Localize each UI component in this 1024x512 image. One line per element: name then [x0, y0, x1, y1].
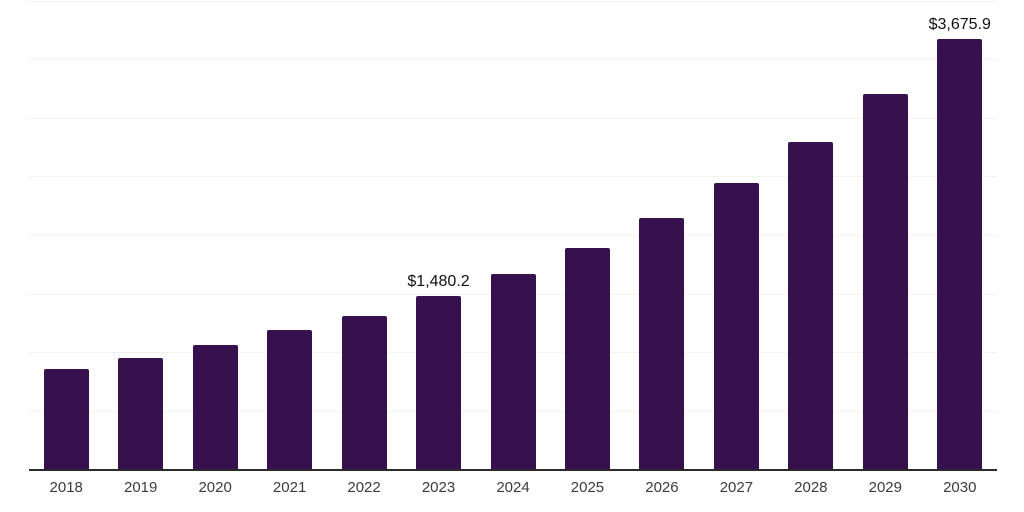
x-tick-label-2030: 2030 [943, 479, 977, 496]
bar-2022 [341, 315, 387, 470]
x-tick-label-2019: 2019 [124, 479, 158, 496]
bar-value-label-2030: $3,675.9 [928, 16, 991, 33]
x-tick-label-2024: 2024 [496, 479, 530, 496]
x-tick-label-2027: 2027 [719, 479, 754, 496]
bar-2027 [713, 183, 759, 470]
x-tick-label-2021: 2021 [272, 479, 307, 496]
bar-2030 [937, 39, 983, 470]
bar-2021 [267, 330, 313, 470]
x-tick-label-2028: 2028 [794, 479, 828, 496]
gridline [29, 235, 997, 236]
bar-value-label-2023: $1,480.2 [407, 273, 470, 291]
bar-2024 [490, 273, 536, 470]
x-tick-label-2029: 2029 [868, 479, 902, 496]
bar-2020 [192, 345, 238, 470]
x-tick-label-2026: 2026 [645, 479, 679, 496]
x-axis-line [29, 469, 997, 471]
gridline [29, 176, 997, 178]
x-tick-label-2023: 2023 [421, 479, 456, 496]
bar-2029 [862, 94, 908, 470]
bar-2028 [788, 142, 834, 470]
gridline [29, 59, 997, 61]
gridline [29, 117, 997, 119]
bar-2023 [416, 296, 462, 470]
bar-2018 [43, 368, 89, 470]
gridline [29, 0, 997, 2]
x-tick-label-2018: 2018 [49, 479, 83, 496]
x-tick-label-2022: 2022 [347, 479, 381, 496]
bar-2019 [118, 358, 164, 470]
x-tick-label-2020: 2020 [198, 479, 232, 496]
bar-2025 [564, 248, 610, 470]
bar-2026 [639, 218, 685, 470]
x-tick-label-2025: 2025 [570, 479, 605, 496]
